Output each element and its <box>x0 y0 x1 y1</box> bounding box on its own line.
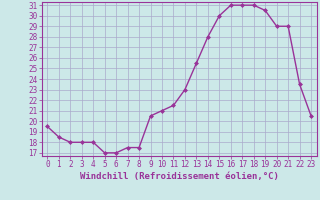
X-axis label: Windchill (Refroidissement éolien,°C): Windchill (Refroidissement éolien,°C) <box>80 172 279 181</box>
